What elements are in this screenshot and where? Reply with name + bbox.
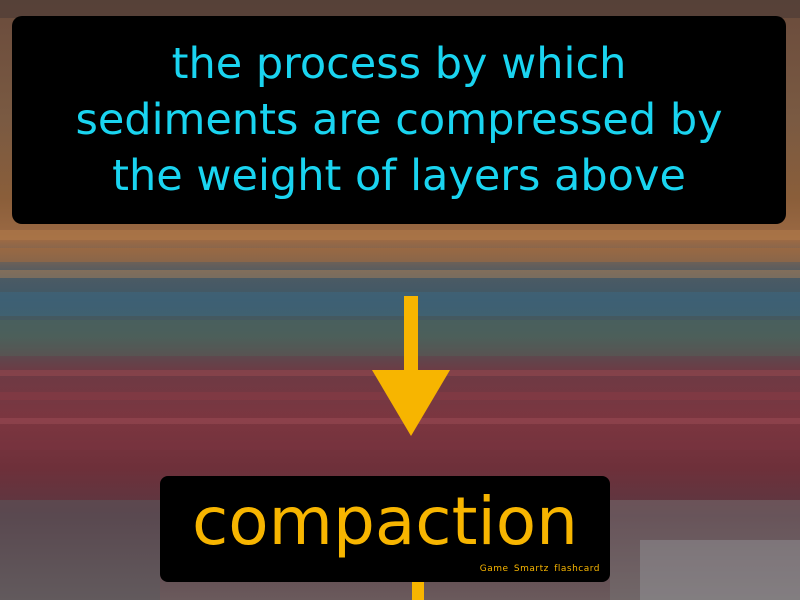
definition-box: the process by which sediments are compr…: [12, 16, 786, 224]
term-text: compaction: [191, 483, 578, 560]
term-box: compaction Game Smartz flashcard: [160, 476, 610, 582]
brand-label: Game Smartz flashcard: [479, 564, 600, 574]
definition-line: sediments are compressed by: [75, 95, 723, 145]
definition-line: the weight of layers above: [112, 151, 686, 201]
definition-line: the process by which: [171, 39, 627, 89]
definition-text: the process by which sediments are compr…: [75, 36, 722, 204]
